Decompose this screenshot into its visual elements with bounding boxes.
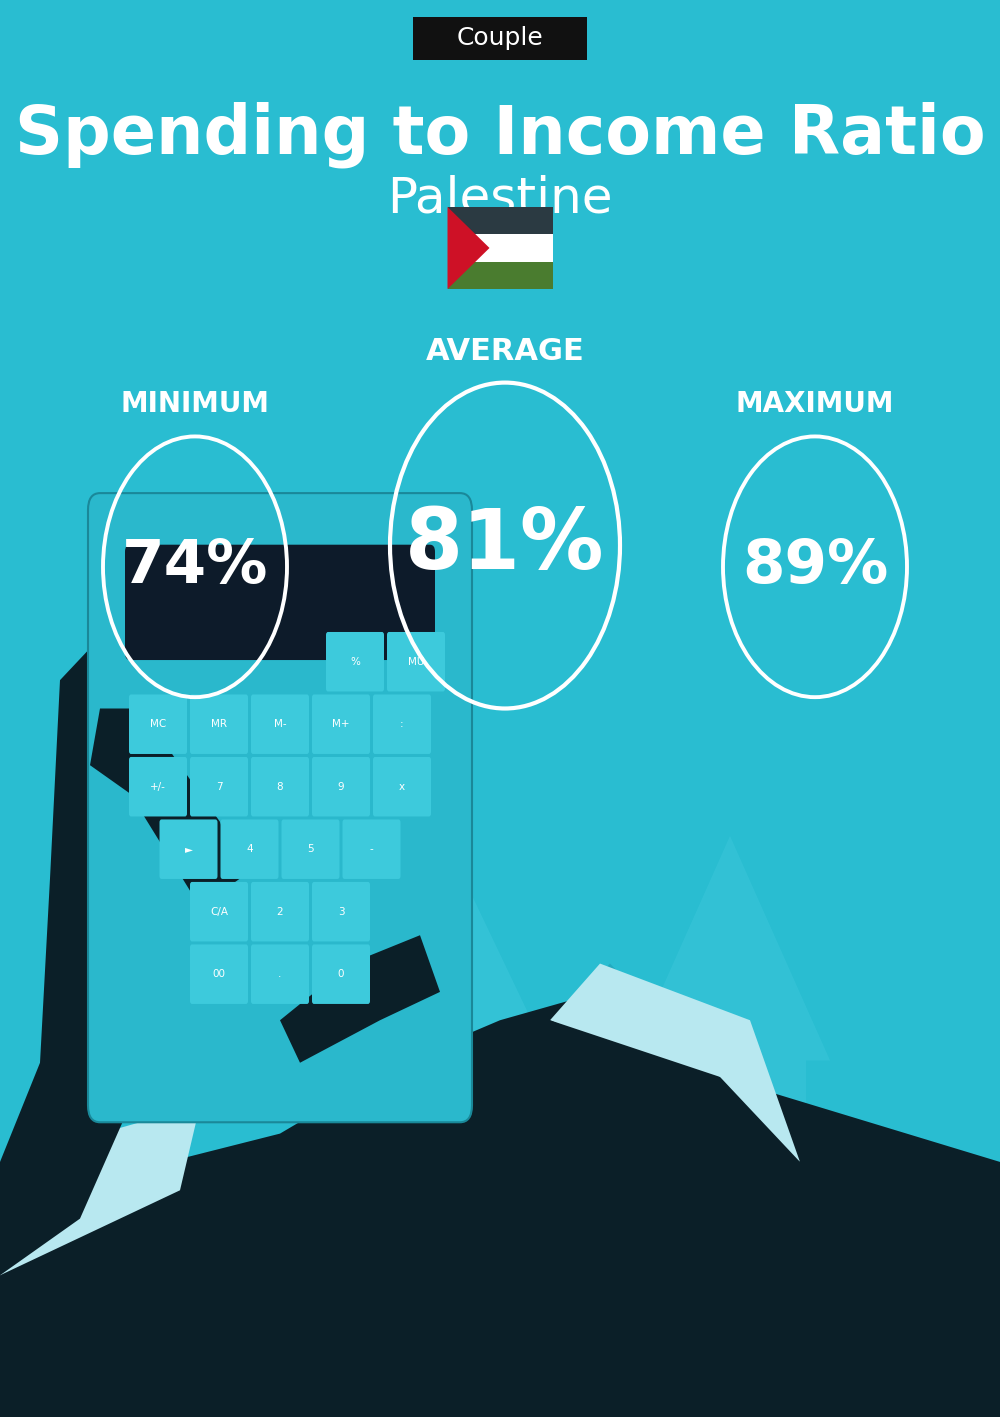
Polygon shape bbox=[550, 964, 800, 1162]
Text: 3: 3 bbox=[338, 907, 344, 917]
Bar bbox=[600, 1342, 700, 1352]
Text: $: $ bbox=[829, 1314, 851, 1343]
Text: -: - bbox=[370, 845, 373, 854]
Bar bbox=[600, 1331, 700, 1340]
Text: x: x bbox=[399, 782, 405, 792]
Bar bbox=[448, 234, 552, 262]
FancyBboxPatch shape bbox=[373, 694, 431, 754]
Bar bbox=[818, 1206, 862, 1238]
FancyBboxPatch shape bbox=[251, 945, 309, 1003]
Polygon shape bbox=[280, 935, 440, 1063]
Bar bbox=[704, 1193, 736, 1217]
Text: 7: 7 bbox=[216, 782, 222, 792]
Text: 5: 5 bbox=[307, 845, 314, 854]
Bar bbox=[600, 1319, 700, 1329]
FancyBboxPatch shape bbox=[88, 493, 472, 1122]
Text: M-: M- bbox=[274, 720, 286, 730]
Text: 74%: 74% bbox=[122, 537, 268, 597]
Bar bbox=[580, 1274, 640, 1389]
FancyBboxPatch shape bbox=[312, 945, 370, 1003]
FancyBboxPatch shape bbox=[190, 694, 248, 754]
Text: Couple: Couple bbox=[457, 27, 543, 50]
Text: 00: 00 bbox=[212, 969, 226, 979]
Text: .: . bbox=[278, 969, 282, 979]
Text: $: $ bbox=[712, 1272, 728, 1294]
FancyBboxPatch shape bbox=[190, 757, 248, 816]
Text: 9: 9 bbox=[338, 782, 344, 792]
Text: M+: M+ bbox=[332, 720, 350, 730]
Polygon shape bbox=[480, 1020, 1000, 1417]
FancyBboxPatch shape bbox=[312, 881, 370, 941]
FancyBboxPatch shape bbox=[129, 694, 187, 754]
FancyBboxPatch shape bbox=[413, 17, 587, 60]
Text: MAXIMUM: MAXIMUM bbox=[736, 390, 894, 418]
FancyBboxPatch shape bbox=[251, 694, 309, 754]
Bar bbox=[600, 1353, 700, 1363]
Bar bbox=[600, 1365, 700, 1374]
Bar bbox=[420, 1168, 800, 1389]
Text: 0: 0 bbox=[338, 969, 344, 979]
Text: ►: ► bbox=[184, 845, 192, 854]
FancyBboxPatch shape bbox=[190, 881, 248, 941]
Text: 4: 4 bbox=[246, 845, 253, 854]
Bar bbox=[496, 1023, 530, 1100]
FancyBboxPatch shape bbox=[326, 632, 384, 691]
Text: 81%: 81% bbox=[405, 504, 605, 587]
Text: :: : bbox=[400, 720, 404, 730]
Text: MR: MR bbox=[211, 720, 227, 730]
FancyBboxPatch shape bbox=[282, 819, 339, 879]
Polygon shape bbox=[0, 638, 150, 1275]
Text: 8: 8 bbox=[277, 782, 283, 792]
Text: +/-: +/- bbox=[150, 782, 166, 792]
FancyBboxPatch shape bbox=[373, 757, 431, 816]
Bar bbox=[448, 207, 552, 234]
Text: MU: MU bbox=[408, 656, 424, 667]
FancyBboxPatch shape bbox=[129, 757, 187, 816]
Text: %: % bbox=[350, 656, 360, 667]
FancyBboxPatch shape bbox=[387, 632, 445, 691]
Text: MINIMUM: MINIMUM bbox=[120, 390, 270, 418]
FancyBboxPatch shape bbox=[190, 945, 248, 1003]
Text: Spending to Income Ratio: Spending to Income Ratio bbox=[15, 102, 985, 167]
Polygon shape bbox=[448, 207, 490, 289]
Text: 89%: 89% bbox=[742, 537, 888, 597]
Bar bbox=[448, 262, 552, 289]
FancyBboxPatch shape bbox=[312, 694, 370, 754]
FancyBboxPatch shape bbox=[251, 881, 309, 941]
Polygon shape bbox=[0, 992, 1000, 1417]
FancyBboxPatch shape bbox=[220, 819, 278, 879]
FancyBboxPatch shape bbox=[125, 544, 435, 660]
Text: 2: 2 bbox=[277, 907, 283, 917]
FancyBboxPatch shape bbox=[160, 819, 218, 879]
Text: Palestine: Palestine bbox=[387, 174, 613, 222]
Polygon shape bbox=[90, 708, 240, 907]
Circle shape bbox=[665, 1197, 775, 1353]
Polygon shape bbox=[300, 808, 560, 1374]
Text: C/A: C/A bbox=[210, 907, 228, 917]
Text: MC: MC bbox=[150, 720, 166, 730]
FancyBboxPatch shape bbox=[312, 757, 370, 816]
Polygon shape bbox=[415, 964, 805, 1168]
Text: AVERAGE: AVERAGE bbox=[426, 337, 584, 366]
Polygon shape bbox=[630, 836, 830, 1304]
FancyBboxPatch shape bbox=[342, 819, 400, 879]
Polygon shape bbox=[0, 1105, 200, 1275]
Circle shape bbox=[765, 1212, 915, 1417]
FancyBboxPatch shape bbox=[251, 757, 309, 816]
